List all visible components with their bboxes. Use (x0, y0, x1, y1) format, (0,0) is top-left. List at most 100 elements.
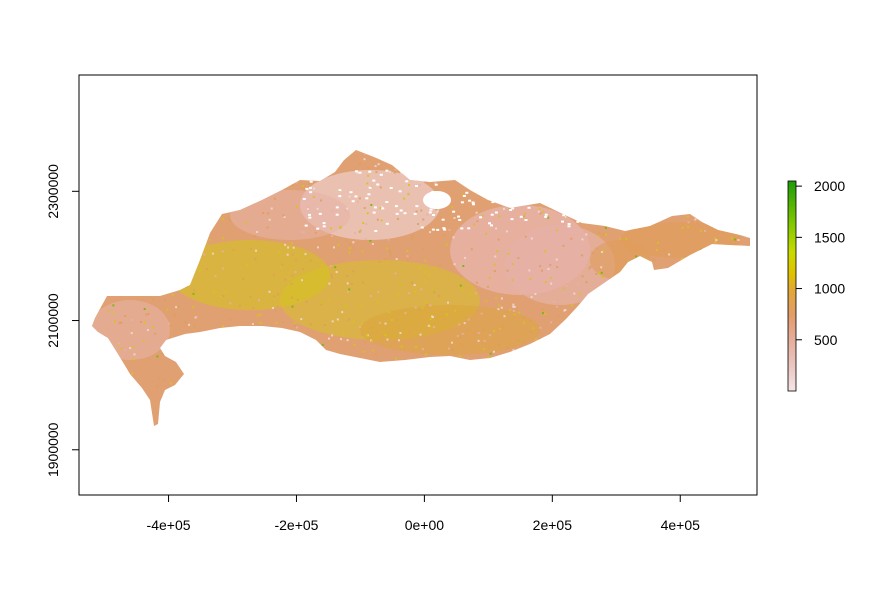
raster-cell (245, 221, 248, 224)
raster-cell (342, 332, 345, 335)
raster-cell (608, 368, 611, 370)
raster-cell (501, 244, 504, 247)
raster-cell (709, 430, 711, 432)
raster-cell (408, 330, 411, 333)
raster-cell (183, 160, 186, 163)
raster-cell (550, 282, 553, 285)
raster-cell (134, 278, 137, 281)
raster-cell (613, 412, 616, 415)
raster-cell (719, 194, 722, 197)
raster-cell (623, 224, 626, 227)
raster-cell (331, 393, 334, 396)
raster-cell (512, 183, 515, 186)
raster-cell (667, 207, 670, 210)
raster-cell (588, 267, 591, 270)
raster-cell (120, 246, 123, 248)
raster-cell (459, 284, 462, 287)
raster-cell (741, 174, 744, 177)
raster-cell (739, 236, 742, 239)
raster-cell (652, 316, 655, 319)
raster-cell (283, 155, 286, 157)
raster-cell (443, 318, 446, 321)
raster-cell (403, 197, 406, 200)
raster-nodata-cell (398, 190, 402, 193)
raster-cell (539, 265, 542, 268)
raster-nodata-cell (458, 219, 462, 221)
raster-cell (639, 363, 642, 366)
raster-nodata-cell (405, 180, 409, 183)
raster-cell (535, 192, 538, 195)
raster-cell (458, 355, 461, 358)
raster-cell (573, 397, 576, 399)
raster-cell (149, 265, 152, 268)
raster-cell (103, 405, 106, 408)
raster-cell (582, 158, 585, 161)
raster-cell (549, 375, 551, 378)
raster-cell (371, 243, 374, 246)
raster-cell (629, 186, 632, 189)
raster-cell (690, 180, 693, 183)
raster-cell (415, 210, 418, 213)
raster-cell (279, 349, 282, 352)
raster-cell (674, 189, 677, 192)
x-tick-label: 4e+05 (661, 517, 701, 533)
raster-cell (628, 150, 631, 153)
raster-cell (358, 197, 361, 200)
raster-nodata-cell (368, 186, 372, 189)
raster-cell (563, 309, 566, 312)
raster-cell (114, 320, 117, 323)
raster-cell (686, 287, 688, 290)
raster-nodata-cell (527, 206, 531, 209)
raster-cell (229, 302, 232, 305)
raster-cell (299, 170, 302, 173)
raster-nodata-cell (537, 176, 541, 179)
raster-cell (296, 350, 299, 353)
raster-cell (526, 180, 529, 183)
legend-color-bar (787, 180, 797, 392)
raster-cell (413, 284, 416, 287)
raster-cell (562, 338, 565, 341)
raster-cell (567, 196, 570, 199)
raster-cell (207, 419, 210, 422)
raster-cell (610, 153, 613, 156)
raster-cell (361, 333, 364, 336)
raster-cell (475, 165, 477, 168)
raster-cell (648, 367, 651, 370)
raster-nodata-cell (561, 220, 564, 223)
raster-cell (232, 249, 235, 252)
raster-cell (406, 255, 409, 258)
raster-cell (399, 283, 402, 286)
raster-cell (468, 424, 471, 426)
raster-cell (178, 417, 181, 420)
raster-cell (181, 388, 184, 391)
raster-nodata-cell (471, 201, 475, 204)
raster-cell (97, 187, 100, 190)
raster-cell (556, 229, 559, 232)
raster-cell (314, 341, 317, 344)
raster-cell (120, 161, 123, 164)
raster-cell (506, 346, 509, 349)
raster-cell (111, 180, 114, 183)
raster-nodata-cell (490, 213, 494, 216)
raster-nodata-cell (319, 169, 323, 172)
raster-cell (92, 287, 93, 290)
raster-cell (606, 150, 609, 153)
raster-cell (154, 211, 157, 214)
raster-cell (472, 236, 475, 239)
raster-cell (138, 404, 141, 407)
raster-cell (207, 185, 210, 188)
raster-cell (582, 378, 585, 381)
raster-cell (102, 264, 105, 267)
raster-cell (638, 410, 641, 413)
raster-nodata-cell (542, 202, 546, 205)
raster-cell (571, 197, 574, 200)
raster-cell (421, 180, 424, 183)
raster-cell (462, 265, 465, 267)
raster-cell (649, 341, 652, 344)
raster-cell (143, 321, 146, 324)
raster-cell (92, 384, 95, 387)
raster-cell (350, 283, 353, 285)
raster-nodata-cell (544, 215, 548, 218)
raster-cell (96, 397, 99, 400)
raster-cell (124, 268, 127, 270)
